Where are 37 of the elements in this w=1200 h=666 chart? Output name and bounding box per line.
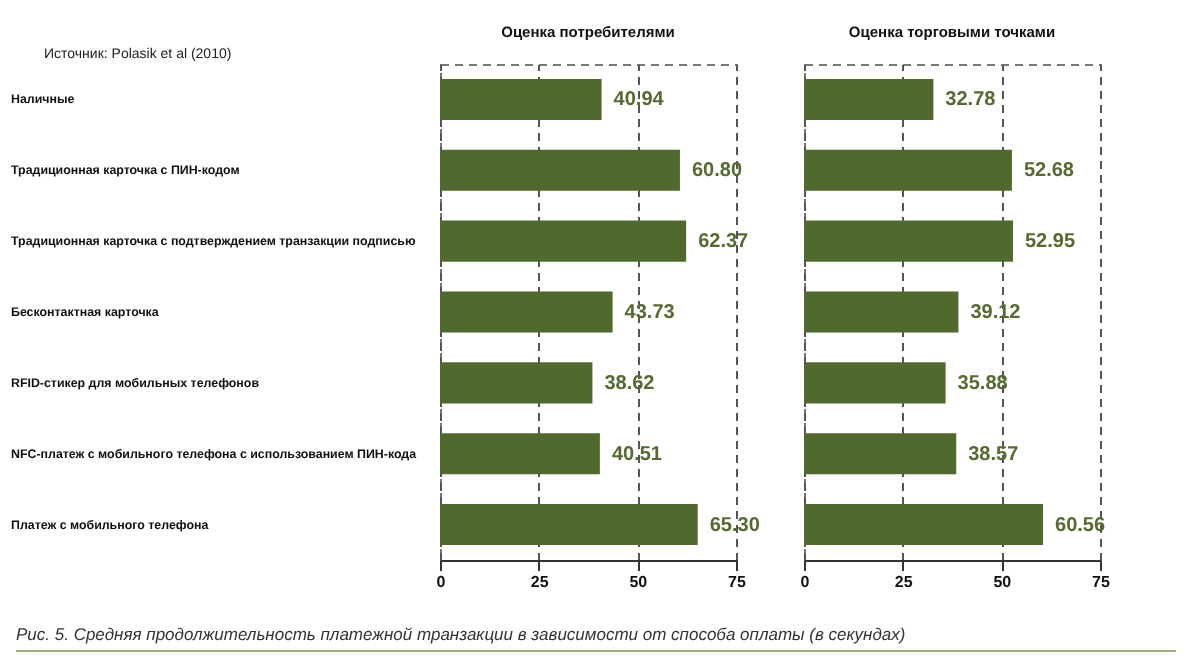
x-tick-label: 0 bbox=[800, 573, 811, 591]
bar bbox=[804, 291, 959, 333]
x-tick-label: 0 bbox=[436, 573, 447, 591]
x-tick-label: 50 bbox=[629, 573, 649, 591]
data-label: 60.56 bbox=[1055, 514, 1106, 537]
data-label: 43.73 bbox=[624, 302, 676, 324]
bar bbox=[804, 78, 934, 120]
data-label: 35.88 bbox=[957, 372, 1009, 395]
x-tick-label: 25 bbox=[894, 573, 914, 591]
x-tick-label: 25 bbox=[530, 573, 550, 591]
data-label: 40.94 bbox=[613, 89, 665, 112]
data-label: 52.68 bbox=[1023, 160, 1075, 183]
bar bbox=[440, 149, 680, 191]
bar bbox=[804, 433, 957, 475]
text: Рис. 5. Средняя продолжительность платежной транзакции в зависимости от способа оплаты (в секундах) bbox=[16, 624, 1176, 652]
bar bbox=[440, 291, 613, 333]
data-label: 38.62 bbox=[604, 372, 656, 395]
bar bbox=[804, 362, 946, 404]
bar bbox=[440, 362, 593, 404]
data-label: 65.30 bbox=[709, 514, 761, 537]
bar bbox=[440, 220, 687, 262]
bar bbox=[804, 504, 1044, 546]
x-tick-label: 50 bbox=[993, 573, 1013, 591]
bar bbox=[440, 78, 602, 120]
data-label: 39.12 bbox=[970, 302, 1022, 324]
bar bbox=[804, 220, 1013, 262]
data-label: 38.57 bbox=[968, 443, 1020, 466]
bar bbox=[440, 433, 600, 475]
bar bbox=[804, 149, 1012, 191]
data-label: 40.51 bbox=[611, 443, 663, 466]
data-label: 52.95 bbox=[1024, 231, 1076, 254]
x-tick-label: 75 bbox=[728, 573, 747, 591]
data-label: 60.80 bbox=[691, 160, 743, 183]
data-label: 62.37 bbox=[698, 231, 750, 254]
x-tick-label: 75 bbox=[1092, 573, 1111, 591]
data-label: 32.78 bbox=[945, 89, 997, 112]
bar bbox=[440, 504, 698, 546]
